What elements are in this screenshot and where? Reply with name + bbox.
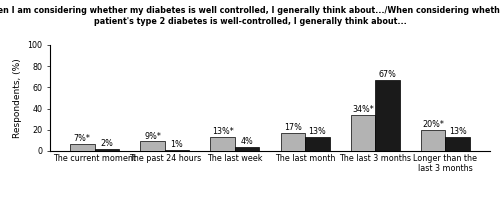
Y-axis label: Respondents, (%): Respondents, (%) [13, 58, 22, 138]
Bar [350, 115, 376, 151]
Bar [140, 141, 164, 151]
Bar [305, 137, 330, 151]
Text: 13%*: 13%* [212, 127, 234, 136]
Text: When I am considering whether my diabetes is well controlled, I generally think : When I am considering whether my diabete… [0, 6, 500, 26]
Text: 20%*: 20%* [422, 120, 444, 129]
Text: 34%*: 34%* [352, 105, 374, 114]
Bar [280, 133, 305, 151]
Text: 2%: 2% [100, 139, 114, 148]
Text: 13%: 13% [449, 127, 466, 136]
Text: 4%: 4% [241, 137, 254, 146]
Text: 67%: 67% [378, 70, 396, 79]
Bar [421, 130, 446, 151]
Bar [235, 147, 260, 151]
Text: 9%*: 9%* [144, 132, 161, 141]
Text: 7%*: 7%* [74, 134, 90, 143]
Text: 17%: 17% [284, 123, 302, 132]
Bar [210, 137, 235, 151]
Text: 13%: 13% [308, 127, 326, 136]
Bar [94, 149, 119, 151]
Bar [164, 150, 190, 151]
Bar [70, 144, 94, 151]
Bar [376, 80, 400, 151]
Text: 1%: 1% [170, 140, 183, 149]
Bar [446, 137, 470, 151]
